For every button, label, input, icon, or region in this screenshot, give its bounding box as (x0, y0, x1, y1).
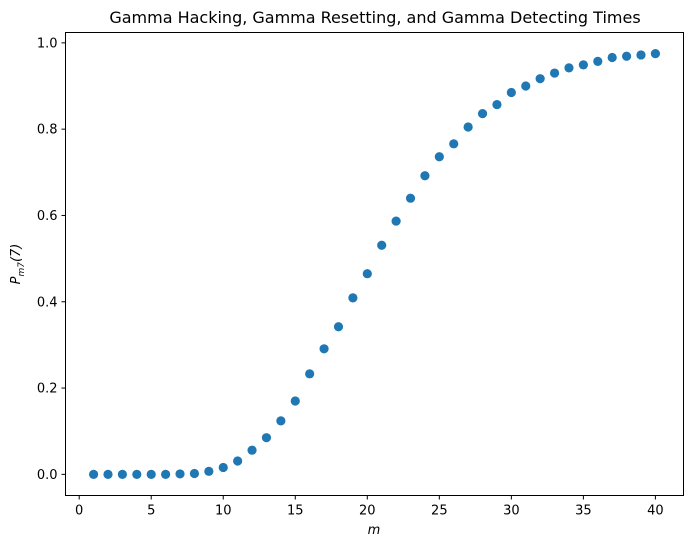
x-tick-label: 20 (359, 504, 376, 519)
data-point (233, 456, 243, 466)
y-tick-label: 0.4 (37, 295, 58, 310)
data-point (276, 416, 286, 426)
y-tick-label: 0.2 (37, 382, 58, 397)
data-point (449, 139, 459, 149)
y-axis-label-tail: (7) (9, 244, 24, 262)
data-point (593, 56, 603, 67)
data-point (146, 469, 156, 479)
data-point (506, 87, 516, 98)
data-point (333, 322, 344, 332)
data-point (175, 469, 185, 479)
y-axis-label: Pm7(7) (9, 244, 27, 285)
y-axis-ticks: 0.0 0.2 0.4 0.6 0.8 1.0 (37, 36, 66, 483)
x-tick-label: 0 (75, 504, 83, 519)
data-point (420, 171, 430, 181)
plot-area (65, 32, 684, 496)
y-tick-label: 0.6 (37, 209, 58, 224)
data-point (290, 396, 300, 406)
data-point (88, 469, 99, 479)
y-axis-label-main: P (9, 276, 24, 284)
y-tick-label: 1.0 (37, 36, 58, 51)
data-point (305, 369, 315, 379)
x-tick-label: 5 (147, 504, 155, 519)
chart-title: Gamma Hacking, Gamma Resetting, and Gamm… (109, 8, 640, 27)
y-tick-label: 0.0 (37, 468, 58, 483)
data-point (261, 433, 272, 443)
x-tick-label: 35 (575, 504, 592, 519)
x-tick-label: 15 (287, 504, 304, 519)
x-axis-label: m (368, 523, 381, 538)
data-point (348, 293, 358, 303)
data-point (621, 51, 632, 61)
data-point (477, 109, 488, 119)
data-point (650, 49, 661, 59)
x-tick-label: 25 (431, 504, 448, 519)
data-point (636, 50, 646, 60)
data-point (564, 63, 574, 73)
data-point (362, 269, 372, 279)
data-point (319, 344, 329, 354)
data-points (88, 49, 661, 479)
x-tick-label: 40 (647, 504, 664, 519)
data-point (549, 68, 560, 78)
data-point (189, 468, 200, 479)
data-point (377, 240, 387, 250)
data-point (247, 445, 257, 455)
data-point (521, 81, 531, 91)
data-point (535, 74, 545, 84)
y-tick-label: 0.8 (37, 123, 58, 138)
data-point (218, 462, 228, 473)
data-point (204, 466, 214, 476)
data-point (405, 193, 416, 203)
x-axis-ticks: 0 5 10 15 20 25 30 35 40 (75, 495, 664, 519)
data-point (607, 52, 617, 63)
data-point (391, 216, 401, 226)
data-point (161, 469, 171, 479)
data-point (463, 122, 473, 132)
data-point (117, 469, 128, 479)
data-point (434, 152, 444, 162)
x-tick-label: 30 (503, 504, 520, 519)
data-point (492, 99, 502, 110)
y-axis-label-sub: m7 (17, 262, 27, 277)
x-tick-label: 10 (215, 504, 232, 519)
data-point (578, 60, 588, 70)
data-point (103, 469, 113, 479)
data-point (132, 469, 142, 479)
